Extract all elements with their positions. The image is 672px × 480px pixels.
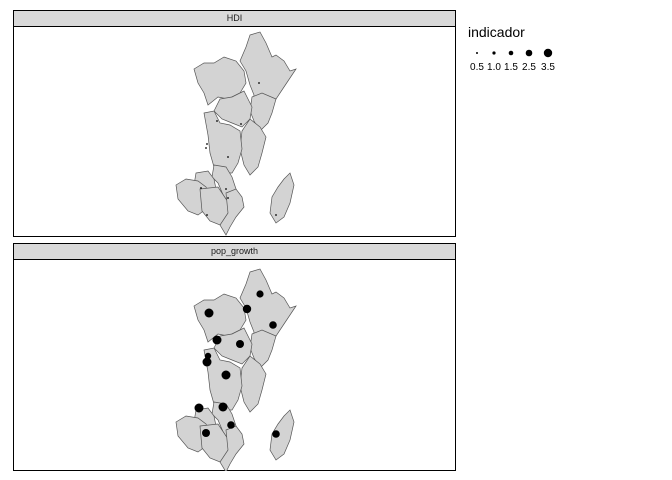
map-pop-growth (175, 268, 297, 471)
region-shapes (175, 31, 297, 236)
legend-point-icon (508, 50, 514, 56)
point (202, 357, 212, 367)
point (269, 321, 277, 329)
facet-panel-hdi: HDI (13, 10, 456, 237)
region-great-lakes-west (193, 56, 247, 106)
legend-title: indicador (468, 24, 525, 40)
legend-key-label: 0.5 (470, 62, 484, 73)
legend-key: 3.5 (539, 44, 557, 73)
point (200, 187, 202, 189)
region-island-east (269, 172, 295, 224)
point (202, 429, 210, 437)
legend-point-icon (492, 51, 496, 55)
legend-key: 1.0 (485, 44, 503, 73)
point (204, 308, 214, 318)
legend-point-icon (476, 52, 478, 54)
point (216, 120, 218, 122)
legend-key-label: 1.0 (487, 62, 501, 73)
region-great-lakes-west (193, 293, 247, 343)
legend-key-label: 3.5 (541, 62, 555, 73)
point (212, 335, 222, 345)
point (218, 402, 228, 412)
facet-strip-pop-growth: pop_growth (14, 244, 455, 260)
legend-key: 1.5 (502, 44, 520, 73)
legend-key: 0.5 (468, 44, 486, 73)
point (227, 421, 235, 429)
legend: indicador 0.5 1.0 1.5 2.5 3.5 (468, 24, 558, 76)
point (227, 197, 229, 199)
point (275, 214, 277, 216)
legend-key-label: 1.5 (504, 62, 518, 73)
point (205, 147, 207, 149)
legend-key-label: 2.5 (522, 62, 536, 73)
point (272, 430, 280, 438)
legend-key: 2.5 (520, 44, 538, 73)
legend-point-icon (543, 48, 553, 58)
legend-keys: 0.5 1.0 1.5 2.5 3.5 (468, 44, 558, 76)
point (236, 340, 244, 348)
point (194, 403, 204, 413)
hdi-points (200, 82, 277, 216)
point (206, 143, 208, 145)
point (225, 188, 227, 190)
region-south-coast (219, 188, 245, 236)
facet-panel-pop-growth: pop_growth (13, 243, 456, 471)
region-great-lakes (203, 110, 243, 174)
point (242, 304, 252, 314)
point (221, 370, 231, 380)
point (227, 156, 229, 158)
region-shapes (175, 268, 297, 471)
point (258, 82, 260, 84)
legend-point-icon (525, 49, 533, 57)
point (240, 123, 242, 125)
region-island-east (269, 409, 295, 461)
point (206, 214, 208, 216)
point (256, 290, 264, 298)
region-central-east (213, 327, 253, 365)
facet-strip-hdi: HDI (14, 11, 455, 27)
region-east-coast (249, 329, 277, 369)
region-south-coast (219, 425, 245, 471)
region-great-lakes (203, 347, 243, 411)
pop-growth-points (194, 290, 280, 438)
map-hdi (175, 31, 297, 236)
region-central-east (213, 90, 253, 128)
region-east-coast (249, 92, 277, 132)
